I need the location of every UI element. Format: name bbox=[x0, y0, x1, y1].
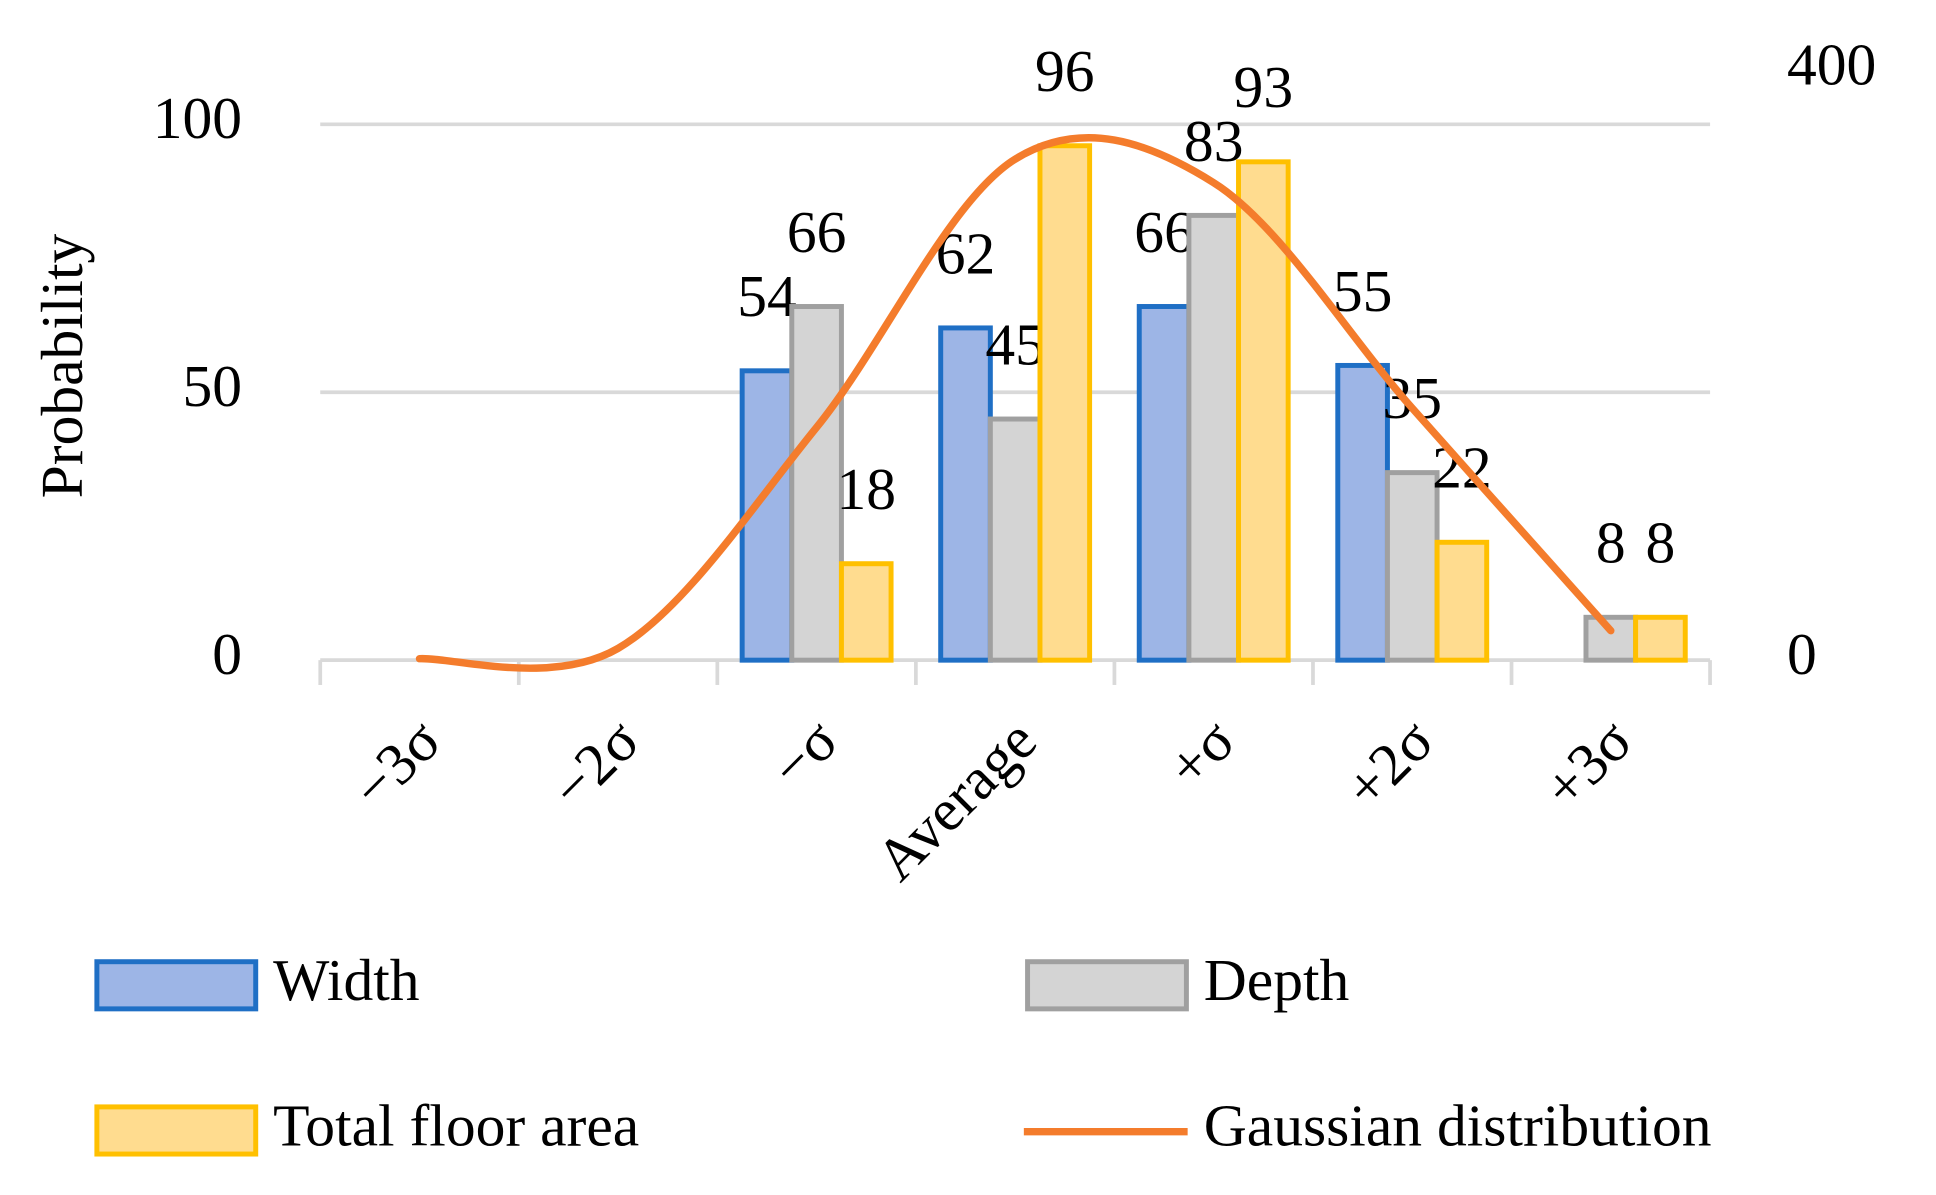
value-label: 8 bbox=[1596, 510, 1626, 576]
y-tick-label: 50 bbox=[183, 353, 243, 419]
x-tick-label: Average bbox=[863, 707, 1049, 893]
bar bbox=[938, 325, 993, 663]
bar bbox=[1583, 614, 1639, 663]
bar bbox=[789, 304, 844, 663]
bar bbox=[1236, 159, 1291, 663]
legend-label: Depth bbox=[1204, 947, 1350, 1013]
x-tick-label: −2σ bbox=[538, 707, 652, 821]
bar bbox=[1633, 614, 1688, 663]
value-label: 83 bbox=[1184, 108, 1244, 174]
value-label: 66 bbox=[1134, 199, 1194, 265]
legend-label: Total floor area bbox=[273, 1092, 639, 1158]
legend-swatch bbox=[1025, 959, 1189, 1012]
value-label: 35 bbox=[1382, 365, 1442, 431]
legend-swatch bbox=[94, 1104, 259, 1157]
x-tick-label: +3σ bbox=[1530, 707, 1644, 821]
bar bbox=[1037, 143, 1093, 663]
y2-tick-label: 0 bbox=[1787, 621, 1817, 687]
y2-tick-label: 400 bbox=[1787, 31, 1876, 97]
value-label: 66 bbox=[787, 199, 847, 265]
bar bbox=[838, 561, 894, 663]
y-axis-title: Probability bbox=[29, 234, 95, 499]
bar bbox=[1186, 212, 1242, 663]
bar bbox=[987, 416, 1043, 663]
bar bbox=[1434, 539, 1490, 663]
legend-label: Gaussian distribution bbox=[1204, 1092, 1712, 1158]
bar bbox=[1136, 304, 1192, 663]
value-label: 96 bbox=[1035, 38, 1095, 104]
value-label: 18 bbox=[836, 456, 896, 522]
bar bbox=[1335, 362, 1390, 663]
legend-swatch bbox=[94, 959, 259, 1012]
value-label: 8 bbox=[1646, 510, 1676, 576]
x-tick-label: +σ bbox=[1154, 707, 1247, 800]
y-tick-label: 0 bbox=[212, 621, 242, 687]
legend-label: Width bbox=[273, 947, 419, 1013]
x-tick-label: −3σ bbox=[339, 707, 453, 821]
value-label: 55 bbox=[1333, 258, 1393, 324]
line bbox=[415, 134, 1615, 672]
value-label: 54 bbox=[737, 263, 797, 329]
x-tick-label: −σ bbox=[757, 707, 850, 800]
bar bbox=[1384, 470, 1440, 663]
value-label: 45 bbox=[985, 311, 1045, 377]
value-label: 93 bbox=[1234, 54, 1294, 120]
x-tick-label: +2σ bbox=[1332, 707, 1446, 821]
y-tick-label: 100 bbox=[153, 85, 242, 151]
